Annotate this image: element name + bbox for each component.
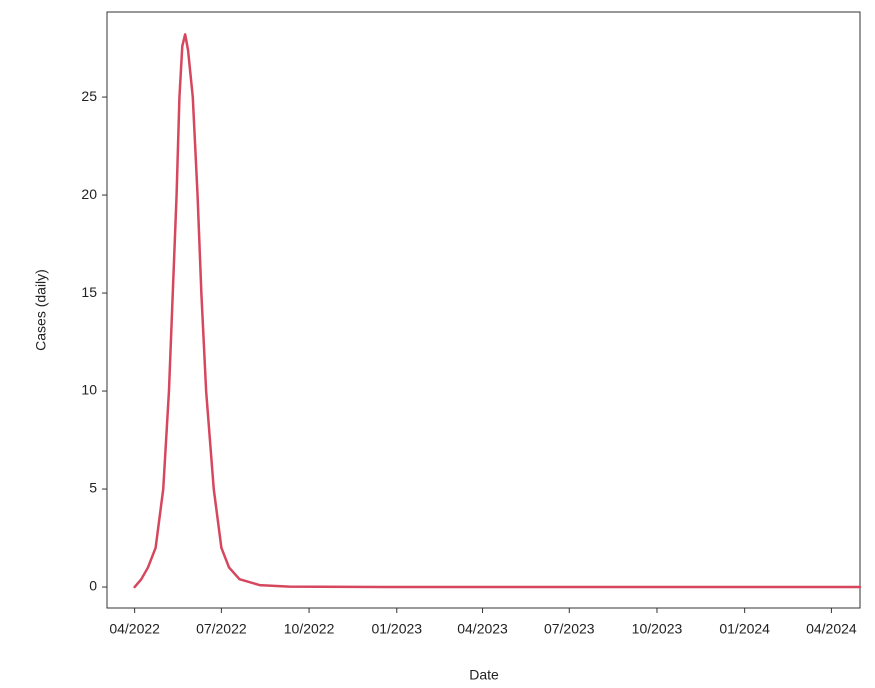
y-axis-label: Cases (daily) (33, 269, 49, 351)
y-tick-label: 10 (81, 382, 97, 398)
x-tick-label: 04/2023 (457, 621, 508, 637)
plot-frame (106, 11, 861, 609)
y-tick-label: 25 (81, 88, 97, 104)
x-tick-label: 07/2023 (544, 621, 595, 637)
x-tick-label: 04/2024 (806, 621, 857, 637)
x-tick-label: 01/2024 (719, 621, 770, 637)
y-tick-label: 5 (89, 480, 97, 496)
x-tick-label: 10/2023 (632, 621, 683, 637)
y-tick-label: 20 (81, 186, 97, 202)
x-tick-label: 10/2022 (284, 621, 335, 637)
x-tick-label: 07/2022 (196, 621, 247, 637)
y-tick-label: 15 (81, 284, 97, 300)
x-axis-label: Date (469, 667, 499, 683)
x-tick-label: 01/2023 (371, 621, 422, 637)
x-tick-label: 04/2022 (109, 621, 160, 637)
y-tick-label: 0 (89, 578, 97, 594)
data-line (133, 33, 862, 589)
